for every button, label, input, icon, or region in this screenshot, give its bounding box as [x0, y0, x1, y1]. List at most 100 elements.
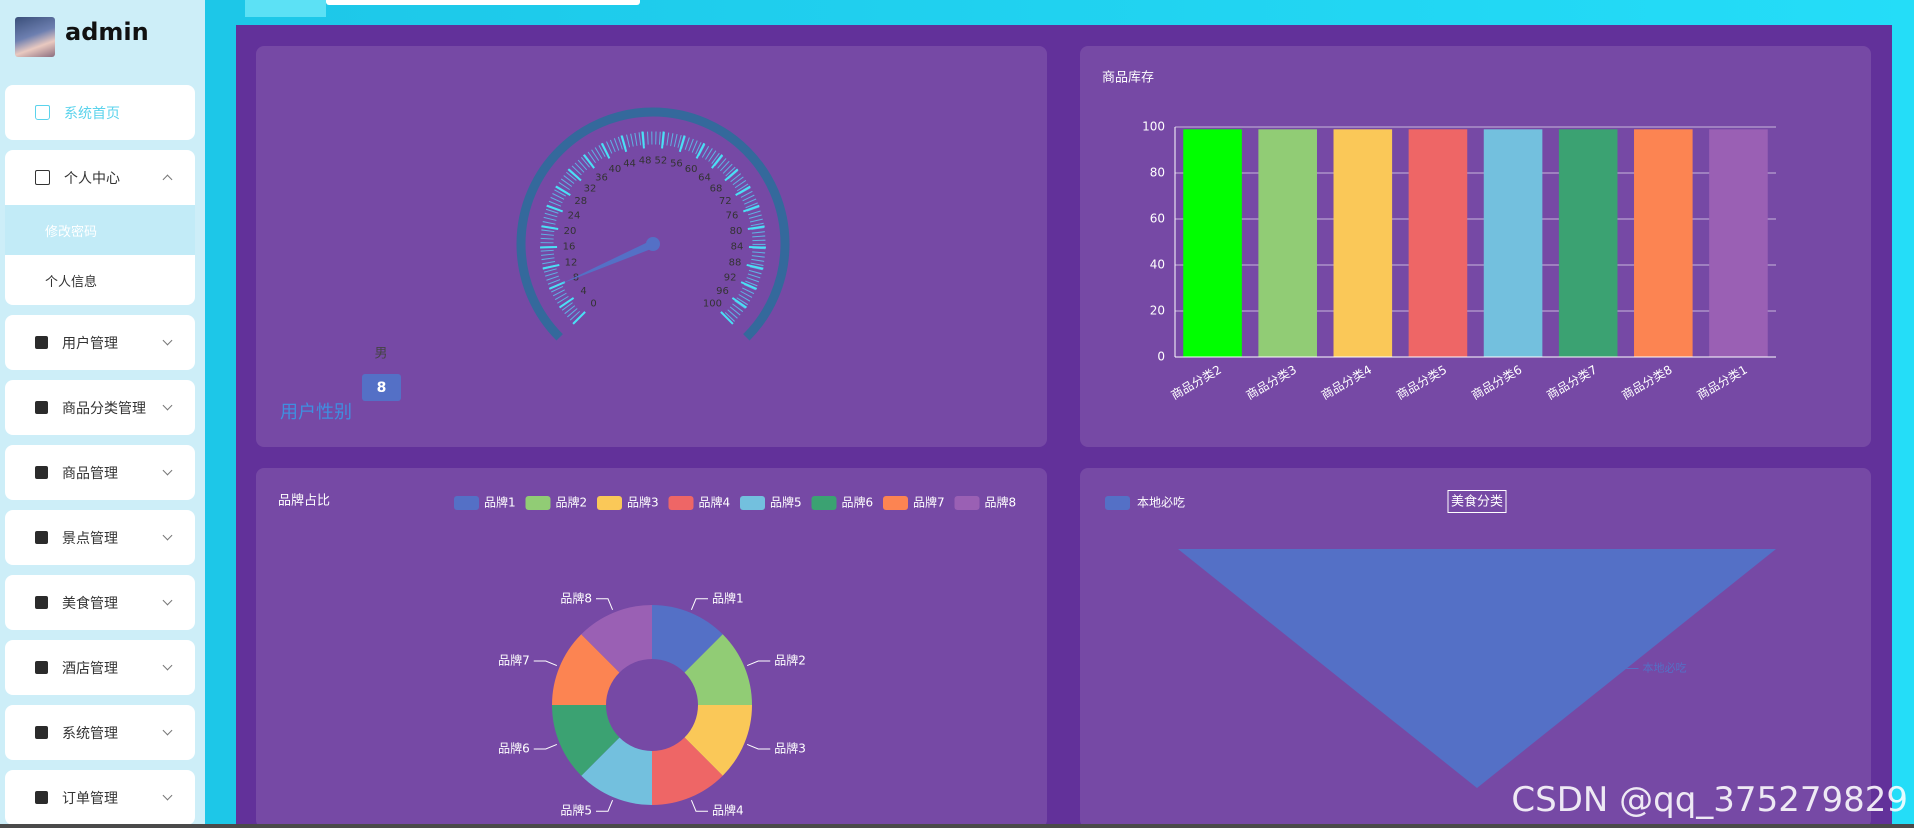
slice-label: 品牌2 — [774, 653, 806, 667]
gauge-tick-label: 84 — [731, 242, 744, 253]
gauge-tick-label: 96 — [716, 286, 729, 297]
legend-label: 品牌2 — [556, 496, 588, 510]
gauge-tick-label: 88 — [729, 257, 742, 268]
gauge-value-box — [362, 374, 401, 401]
label-line — [746, 743, 771, 750]
top-bar — [326, 0, 640, 5]
menu-icon — [35, 726, 48, 739]
menu-card: 商品分类管理 — [5, 380, 195, 435]
slice-label: 品牌1 — [712, 591, 744, 605]
chevron — [162, 465, 173, 476]
x-tick-label: 商品分类4 — [1318, 362, 1374, 403]
chevron — [162, 335, 173, 346]
gauge-tick-label: 56 — [670, 158, 683, 169]
gauge-tick-label: 60 — [685, 164, 698, 175]
menu-card: 系统管理 — [5, 705, 195, 760]
gauge-tick-label: 44 — [623, 158, 636, 169]
legend-swatch — [954, 496, 980, 510]
x-tick-label: 商品分类8 — [1619, 362, 1675, 403]
legend-swatch — [668, 496, 694, 510]
menu-item[interactable]: 订单管理 — [5, 770, 195, 825]
gauge-tick — [724, 168, 739, 182]
menu-icon — [35, 661, 48, 674]
pie-slice — [552, 705, 620, 776]
menu-item[interactable]: 系统管理 — [5, 705, 195, 760]
menu-item[interactable]: 美食管理 — [5, 575, 195, 630]
slice-label: 品牌6 — [498, 742, 530, 756]
gauge-tick-label: 32 — [584, 183, 597, 194]
sidebar: admin 系统首页 个人中心 修改密码 个人信息 用户管理 商品分类管理 商品管理 景点管理… — [0, 0, 205, 828]
x-tick-label: 商品分类5 — [1394, 362, 1450, 403]
gauge-tick-label: 100 — [703, 298, 722, 309]
menu-item[interactable]: 景点管理 — [5, 510, 195, 565]
menu-card: 商品管理 — [5, 445, 195, 500]
gauge-tick — [555, 185, 571, 196]
menu-item[interactable]: 商品管理 — [5, 445, 195, 500]
menu-label: 酒店管理 — [62, 660, 118, 677]
gauge-tick-label: 80 — [730, 226, 743, 237]
gauge-tick-label: 16 — [563, 242, 576, 253]
menu-icon — [35, 401, 48, 414]
y-tick-label: 60 — [1150, 212, 1165, 226]
gauge-tick-label: 28 — [574, 196, 587, 207]
x-tick-label: 商品分类7 — [1544, 362, 1600, 403]
chevron — [162, 530, 173, 541]
menu-label: 美食管理 — [62, 595, 118, 612]
menu-label: 个人中心 — [64, 170, 120, 187]
menu-item[interactable]: 酒店管理 — [5, 640, 195, 695]
slice-label: 品牌7 — [498, 653, 530, 667]
chevron — [162, 725, 173, 736]
gauge-name: 男 — [374, 347, 387, 362]
gauge-band — [516, 107, 790, 341]
label-line — [595, 598, 614, 611]
gauge-tick — [661, 131, 665, 149]
top-tab[interactable] — [245, 0, 326, 17]
bar — [1558, 129, 1618, 357]
menu-item[interactable]: 用户管理 — [5, 315, 195, 370]
bottom-strip — [0, 824, 1914, 828]
gauge-tick — [735, 185, 751, 196]
bar — [1483, 129, 1543, 357]
pie-slice — [581, 737, 652, 805]
gauge-tick — [695, 142, 706, 159]
slice-label: 品牌5 — [560, 804, 592, 818]
pie-slice — [652, 737, 723, 805]
legend-label: 品牌5 — [770, 496, 802, 510]
gauge-tick-label: 92 — [724, 272, 737, 283]
gauge-tick-label: 52 — [655, 155, 668, 166]
legend-swatch — [454, 496, 479, 510]
y-tick-label: 80 — [1150, 166, 1165, 180]
gauge-tick — [731, 297, 748, 309]
y-tick-label: 100 — [1142, 120, 1165, 134]
submenu-item[interactable]: 个人信息 — [45, 274, 98, 290]
gauge-tick — [748, 246, 766, 249]
y-tick-label: 40 — [1150, 258, 1165, 272]
gauge-tick — [567, 168, 582, 182]
gauge-tick — [746, 263, 764, 270]
gauge-tick — [546, 204, 564, 213]
gauge-tick — [720, 311, 734, 325]
submenu-item[interactable]: 修改密码 — [5, 205, 195, 255]
pie-slice — [581, 605, 652, 673]
bar-chart: 商品库存 0 20 40 60 80 100 商品分类2 商品分类3 商品分类4 商品分类5 商品分类… — [1102, 70, 1776, 403]
menu-icon — [35, 596, 48, 609]
label-line — [533, 660, 558, 667]
menu-item[interactable]: 个人中心 — [5, 150, 195, 205]
x-tick-label: 商品分类1 — [1694, 362, 1750, 403]
legend-swatch — [525, 496, 551, 510]
menu-item[interactable]: 商品分类管理 — [5, 380, 195, 435]
gauge-needle — [561, 240, 655, 284]
chart-title: 美食分类 — [1451, 494, 1503, 510]
legend-label: 品牌7 — [913, 496, 945, 510]
chevron — [162, 790, 173, 801]
legend-label: 品牌3 — [627, 496, 659, 510]
menu-icon — [35, 466, 48, 479]
legend-swatch — [1105, 496, 1130, 510]
bar-panel: 商品库存 0 20 40 60 80 100 商品分类2 商品分类3 商品分类4 商品分类5 商品分类… — [1080, 46, 1871, 447]
gauge-tick-label: 20 — [564, 226, 577, 237]
menu-item[interactable]: 系统首页 — [5, 85, 195, 140]
gauge-tick — [540, 246, 558, 249]
label-line — [746, 660, 771, 667]
